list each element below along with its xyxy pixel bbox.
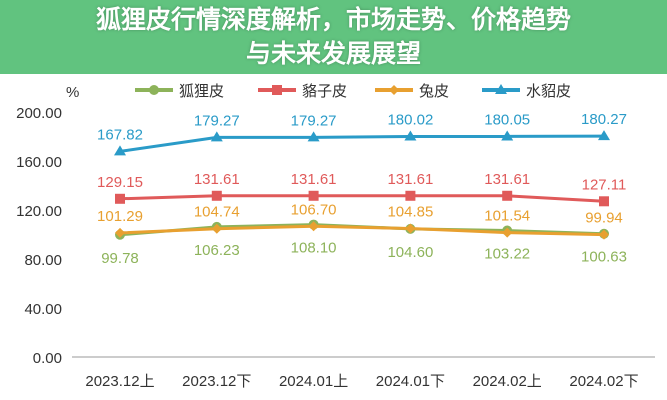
data-point	[502, 227, 513, 238]
y-tick-label: 120.00	[16, 203, 62, 220]
data-label: 99.78	[101, 250, 139, 267]
data-point	[599, 229, 609, 240]
legend-marker-0	[149, 85, 159, 95]
data-label: 99.94	[585, 210, 623, 227]
data-label: 129.15	[97, 174, 143, 191]
data-point	[115, 193, 125, 204]
legend-label: 貉子皮	[302, 83, 347, 100]
series-line-3	[119, 134, 605, 153]
data-label: 103.22	[484, 246, 530, 263]
data-label: 131.61	[291, 171, 337, 188]
x-tick-label: 2024.01下	[376, 373, 445, 390]
y-tick-label: 80.00	[24, 252, 62, 269]
y-tick-label: 200.00	[16, 105, 62, 122]
data-label: 104.74	[194, 204, 240, 221]
data-label: 180.27	[581, 111, 627, 128]
x-tick-label: 2024.01上	[279, 373, 348, 390]
data-point	[405, 223, 416, 234]
data-label: 106.23	[194, 242, 240, 259]
title-banner: 狐狸皮行情深度解析，市场走势、价格趋势 与未来发展展望	[0, 0, 667, 74]
banner-title-line1: 狐狸皮行情深度解析，市场走势、价格趋势	[95, 5, 571, 34]
data-label: 104.85	[387, 204, 433, 221]
data-label: 179.27	[291, 112, 337, 129]
data-point	[308, 190, 319, 201]
y-axis-unit-label: %	[66, 84, 79, 101]
data-point	[502, 190, 513, 201]
data-point	[599, 196, 609, 207]
data-point	[598, 130, 610, 141]
data-label: 108.10	[291, 240, 337, 257]
legend-marker-2	[389, 85, 399, 95]
data-label: 104.60	[387, 244, 433, 261]
x-tick-label: 2023.12上	[85, 373, 154, 390]
data-point	[211, 223, 222, 234]
data-point	[501, 130, 514, 141]
data-point	[114, 145, 126, 156]
data-label: 131.61	[387, 171, 433, 188]
x-tick-label: 2024.02上	[473, 373, 542, 390]
data-label: 179.27	[194, 112, 240, 129]
data-label: 167.82	[97, 126, 143, 143]
data-label: 180.02	[387, 111, 433, 128]
banner-title-line2: 与未来发展展望	[245, 39, 421, 68]
legend-marker-3	[495, 84, 507, 94]
y-tick-label: 160.00	[16, 154, 62, 171]
legend-label: 兔皮	[419, 83, 449, 100]
data-label: 106.70	[291, 201, 337, 218]
x-tick-label: 2024.02下	[569, 373, 638, 390]
data-label: 131.61	[484, 171, 530, 188]
data-label: 127.11	[582, 176, 627, 193]
y-tick-label: 0.00	[33, 350, 62, 367]
data-point	[115, 227, 125, 238]
y-tick-label: 40.00	[24, 301, 62, 318]
data-point	[405, 190, 416, 201]
series-line-2	[119, 224, 605, 237]
data-label: 131.61	[194, 171, 240, 188]
data-label: 101.54	[484, 208, 530, 225]
data-point	[404, 130, 417, 141]
x-tick-label: 2023.12下	[182, 373, 251, 390]
legend-label: 狐狸皮	[179, 83, 224, 100]
data-point	[210, 131, 223, 142]
data-point	[308, 221, 319, 232]
series-line-1	[119, 194, 605, 203]
legend-label: 水貂皮	[526, 83, 571, 100]
data-label: 100.63	[581, 249, 627, 266]
data-label: 180.05	[484, 111, 530, 128]
legend-marker-1	[272, 85, 282, 95]
data-point	[307, 131, 320, 142]
data-point	[211, 190, 222, 201]
data-label: 101.29	[97, 208, 143, 225]
